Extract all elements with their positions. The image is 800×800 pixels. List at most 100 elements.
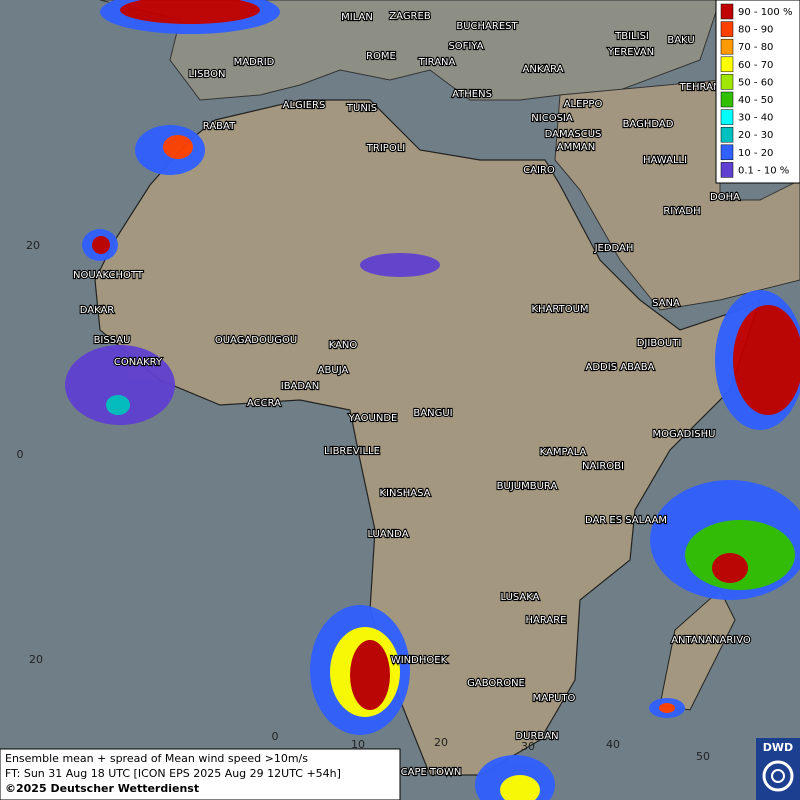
- grid-label: 20: [26, 239, 40, 252]
- city-label: KANO: [329, 340, 358, 351]
- city-label: ALGIERS: [283, 100, 326, 111]
- city-label: NAIROBI: [582, 461, 624, 472]
- city-label: LIBREVILLE: [324, 446, 380, 457]
- legend-swatch: [720, 144, 734, 161]
- wind-field: [733, 305, 800, 415]
- legend-swatch: [720, 162, 734, 178]
- city-label: ZAGREB: [389, 11, 431, 22]
- city-label: ADDIS ABABA: [586, 362, 655, 373]
- wind-field: [92, 236, 110, 254]
- legend-label: 60 - 70: [738, 60, 773, 71]
- grid-label: 20: [434, 736, 448, 749]
- city-label: JEDDAH: [594, 243, 634, 254]
- legend-label: 80 - 90: [738, 25, 773, 36]
- wind-field: [685, 520, 795, 590]
- city-label: BAKU: [667, 35, 694, 46]
- city-label: MOGADISHU: [653, 429, 716, 440]
- city-label: CAPE TOWN: [401, 767, 462, 778]
- city-label: DAR ES SALAAM: [585, 515, 667, 526]
- city-label: ABUJA: [318, 365, 349, 376]
- footer-line: ©2025 Deutscher Wetterdienst: [5, 782, 199, 795]
- grid-label: 20: [29, 653, 43, 666]
- wind-field: [65, 345, 175, 425]
- grid-labels: 20 0 20 0 10 20 30 40 50: [17, 239, 711, 763]
- legend-label: 90 - 100 %: [738, 7, 792, 18]
- wind-field: [350, 640, 390, 710]
- city-label: CAIRO: [523, 165, 555, 176]
- wind-field: [659, 703, 675, 713]
- wind-field: [120, 0, 260, 24]
- city-label: MILAN: [341, 12, 373, 23]
- city-label: LISBON: [189, 69, 226, 80]
- city-label: ALEPPO: [564, 99, 603, 110]
- city-label: IBADAN: [281, 381, 320, 392]
- city-label: MADRID: [234, 57, 275, 68]
- city-label: KHARTOUM: [531, 304, 588, 315]
- logo: DWD: [756, 738, 800, 800]
- city-label: BUCHAREST: [456, 21, 518, 32]
- city-labels: MILAN ZAGREB BUCHAREST SOFIYA ROME TIRANA ANKA…: [72, 10, 752, 779]
- wind-field: [163, 135, 193, 159]
- grid-label: 0: [17, 448, 24, 461]
- city-label: RIYADH: [663, 206, 700, 217]
- city-label: ATHENS: [452, 89, 492, 100]
- city-label: DJIBOUTI: [637, 338, 682, 349]
- city-label: BUJUMBURA: [497, 481, 558, 492]
- legend-swatch: [720, 56, 734, 73]
- legend: 90 - 100 % 80 - 90 70 - 80 60 - 70 50 - 60 40…: [715, 0, 800, 184]
- legend-label: 70 - 80: [738, 42, 773, 53]
- city-label: GABORONE: [467, 678, 525, 689]
- grid-label: 30: [521, 740, 535, 753]
- city-label: KINSHASA: [379, 488, 430, 499]
- logo-icon: [762, 760, 794, 792]
- wind-fields: [65, 0, 800, 800]
- legend-label: 30 - 40: [738, 113, 773, 124]
- legend-swatch: [720, 74, 734, 90]
- legend-swatch: [720, 3, 734, 20]
- grid-label: 10: [351, 738, 365, 751]
- legend-label: 50 - 60: [738, 77, 773, 88]
- wind-field: [500, 775, 540, 800]
- city-label: CONAKRY: [114, 357, 163, 368]
- footer-line: FT: Sun 31 Aug 18 UTC [ICON EPS 2025 Aug…: [5, 767, 341, 780]
- city-label: ANKARA: [523, 64, 564, 75]
- city-label: LUSAKA: [501, 592, 540, 603]
- grid-label: 50: [696, 750, 710, 763]
- city-label: HAWALLI: [643, 155, 687, 166]
- footer: Ensemble mean + spread of Mean wind spee…: [0, 748, 401, 800]
- city-label: YEREVAN: [607, 47, 654, 58]
- city-label: BANGUI: [413, 408, 452, 419]
- footer-box: [0, 748, 401, 800]
- city-label: HARARE: [525, 615, 566, 626]
- city-label: YAOUNDE: [348, 413, 398, 424]
- city-label: ANTANANARIVO: [671, 635, 751, 646]
- city-label: WINDHOEK: [391, 655, 448, 666]
- city-label: MAPUTO: [533, 693, 576, 704]
- city-label: DAMASCUS: [545, 129, 602, 140]
- city-label: TRIPOLI: [366, 143, 405, 154]
- city-label: ACCRA: [247, 398, 281, 409]
- grid-label: 40: [606, 738, 620, 751]
- legend-swatch: [720, 21, 734, 37]
- city-label: TIRANA: [418, 57, 456, 68]
- city-label: DAKAR: [80, 305, 115, 316]
- city-label: TBILISI: [614, 31, 649, 42]
- legend-label: 10 - 20: [738, 148, 773, 159]
- footer-line: Ensemble mean + spread of Mean wind spee…: [5, 752, 308, 765]
- city-label: LUANDA: [367, 529, 408, 540]
- city-label: KAMPALA: [540, 447, 587, 458]
- city-label: NOUAKCHOTT: [73, 270, 144, 281]
- legend-swatch: [720, 38, 734, 55]
- legend-swatch: [720, 126, 734, 143]
- city-label: DOHA: [710, 192, 740, 203]
- city-label: TEHRAN: [679, 82, 721, 93]
- city-label: ROME: [366, 51, 396, 62]
- grid-label: 0: [272, 730, 279, 743]
- city-label: AMMAN: [557, 142, 595, 153]
- logo-icon: [771, 769, 785, 783]
- legend-label: 40 - 50: [738, 95, 773, 106]
- legend-label: 0.1 - 10 %: [738, 165, 789, 176]
- city-label: BISSAU: [94, 335, 131, 346]
- wind-field: [360, 253, 440, 277]
